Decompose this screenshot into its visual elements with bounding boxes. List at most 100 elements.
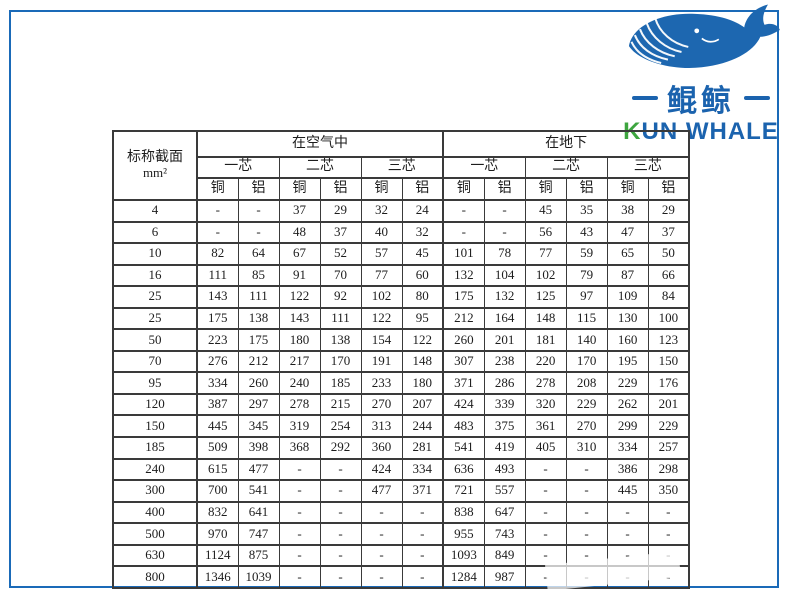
- value-cell: 85: [237, 263, 280, 288]
- table-row: 630 1124 875- - - -1093 849- - - -: [112, 543, 690, 568]
- value-cell: 208: [565, 371, 608, 395]
- value-cell: -: [237, 199, 280, 223]
- value-cell: 509: [196, 436, 239, 460]
- value-cell: 176: [647, 371, 690, 395]
- value-cell: 212: [442, 306, 485, 331]
- value-cell: -: [278, 457, 321, 482]
- value-cell: 100: [647, 306, 690, 331]
- value-cell: 180: [401, 371, 444, 395]
- value-cell: 191: [360, 349, 403, 374]
- value-cell: 310: [565, 436, 608, 460]
- value-cell: 82: [196, 242, 239, 266]
- value-cell: 37: [647, 220, 690, 245]
- value-cell: 276: [196, 349, 239, 374]
- value-cell: -: [278, 543, 321, 568]
- material-header: 铜: [442, 177, 485, 201]
- value-cell: -: [524, 479, 567, 503]
- table-row: 150 445 345 319 254 313 244 483 375 361 270 299 229: [112, 414, 690, 438]
- col-header-nominal-section: 标称截面 mm²: [112, 130, 198, 201]
- value-cell: 970: [196, 522, 239, 546]
- table-row: 300 700 541- -477 371 721 557- -445 350: [112, 479, 690, 503]
- value-cell: 77: [524, 242, 567, 266]
- value-cell: -: [319, 522, 362, 546]
- value-cell: 286: [483, 371, 526, 395]
- value-cell: 240: [278, 371, 321, 395]
- value-cell: 371: [401, 479, 444, 503]
- value-cell: 483: [442, 414, 485, 438]
- value-cell: 32: [401, 220, 444, 245]
- value-cell: 115: [565, 306, 608, 331]
- value-cell: 37: [319, 220, 362, 245]
- section-cell: 10: [112, 242, 198, 266]
- value-cell: 143: [278, 306, 321, 331]
- value-cell: 138: [237, 306, 280, 331]
- value-cell: 79: [565, 263, 608, 288]
- value-cell: 424: [360, 457, 403, 482]
- value-cell: 56: [524, 220, 567, 245]
- value-cell: 832: [196, 500, 239, 525]
- value-cell: 299: [606, 414, 649, 438]
- value-cell: 270: [565, 414, 608, 438]
- value-cell: -: [360, 500, 403, 525]
- material-header: 铜: [360, 177, 403, 201]
- material-header: 铝: [401, 177, 444, 201]
- value-cell: 398: [237, 436, 280, 460]
- section-cell: 500: [112, 522, 198, 546]
- value-cell: -: [278, 479, 321, 503]
- core-header-ground-3: 三芯: [606, 156, 690, 179]
- table-row: 120 387 297 278 215 270 207 424 339 320 229 262 201: [112, 392, 690, 417]
- value-cell: 150: [647, 349, 690, 374]
- value-cell: 319: [278, 414, 321, 438]
- value-cell: -: [319, 500, 362, 525]
- table-row: 70 276 212 217 170 191 148 307 238 220 170 195 150: [112, 349, 690, 374]
- value-cell: -: [319, 543, 362, 568]
- logo-cn-row: 鲲鲸: [608, 76, 794, 120]
- value-cell: 987: [483, 565, 526, 589]
- value-cell: 148: [524, 306, 567, 331]
- value-cell: 541: [237, 479, 280, 503]
- value-cell: 29: [319, 199, 362, 223]
- material-header: 铝: [237, 177, 280, 201]
- value-cell: 160: [606, 328, 649, 352]
- value-cell: 1124: [196, 543, 239, 568]
- value-cell: -: [565, 565, 608, 589]
- value-cell: -: [319, 479, 362, 503]
- value-cell: 175: [442, 285, 485, 309]
- value-cell: 111: [237, 285, 280, 309]
- value-cell: -: [483, 199, 526, 223]
- value-cell: 164: [483, 306, 526, 331]
- value-cell: 875: [237, 543, 280, 568]
- value-cell: -: [606, 500, 649, 525]
- value-cell: 244: [401, 414, 444, 438]
- value-cell: -: [196, 199, 239, 223]
- core-header-ground-2: 二芯: [524, 156, 608, 179]
- value-cell: 111: [196, 263, 239, 288]
- section-cell: 70: [112, 349, 198, 374]
- section-cell: 185: [112, 436, 198, 460]
- value-cell: 67: [278, 242, 321, 266]
- value-cell: 297: [237, 392, 280, 417]
- value-cell: 278: [278, 392, 321, 417]
- value-cell: -: [360, 522, 403, 546]
- value-cell: -: [524, 500, 567, 525]
- value-cell: 405: [524, 436, 567, 460]
- section-cell: 240: [112, 457, 198, 482]
- value-cell: 233: [360, 371, 403, 395]
- value-cell: -: [401, 500, 444, 525]
- value-cell: -: [442, 220, 485, 245]
- value-cell: 557: [483, 479, 526, 503]
- ampacity-table: 标称截面 mm² 在空气中 在地下 一芯 二芯 三芯 一芯 二芯 三芯 铜 铝 …: [112, 130, 691, 589]
- group-header-in-air: 在空气中: [195, 130, 444, 158]
- value-cell: 43: [565, 220, 608, 245]
- material-header: 铜: [606, 177, 649, 201]
- value-cell: 175: [237, 328, 280, 352]
- table-body: 4- -37 29 32 24- -45 35 38 29 6- -48 37 40 32- -56 43 47…: [112, 199, 690, 589]
- section-cell: 6: [112, 220, 198, 245]
- table-row: 800 1346 1039- - - -1284 987- - - -: [112, 565, 690, 589]
- value-cell: 298: [647, 457, 690, 482]
- value-cell: 65: [606, 242, 649, 266]
- group-header-underground: 在地下: [442, 130, 690, 158]
- value-cell: 254: [319, 414, 362, 438]
- value-cell: 281: [401, 436, 444, 460]
